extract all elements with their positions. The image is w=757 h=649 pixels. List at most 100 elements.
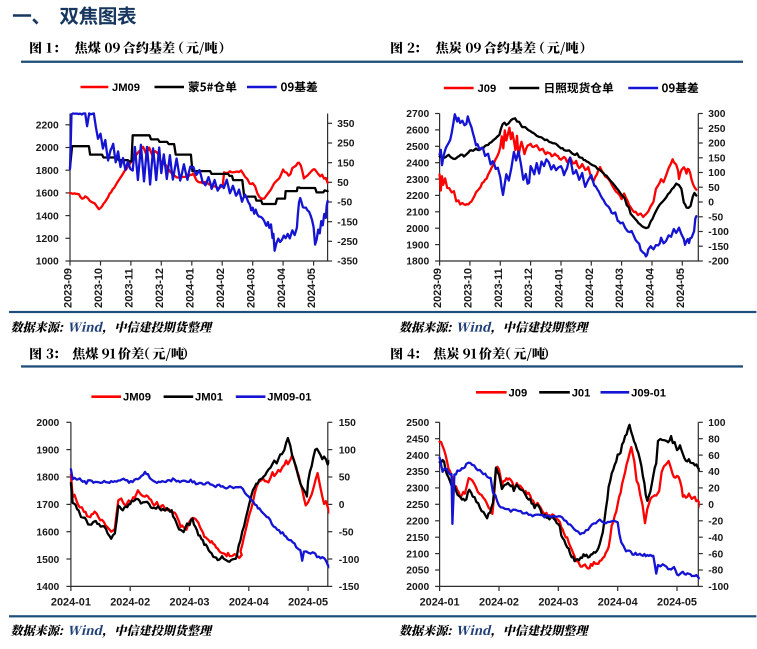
svg-text:JM09-01: JM09-01 [267, 392, 311, 404]
svg-text:1400: 1400 [36, 211, 59, 222]
svg-text:-150: -150 [708, 242, 729, 253]
svg-text:2024-05: 2024-05 [288, 596, 328, 608]
svg-text:JM01: JM01 [195, 392, 223, 404]
svg-text:1800: 1800 [36, 473, 59, 484]
svg-text:2024-03: 2024-03 [245, 268, 257, 308]
svg-text:-100: -100 [339, 555, 360, 566]
svg-text:2023-12: 2023-12 [523, 268, 535, 308]
svg-text:2024-05: 2024-05 [657, 596, 697, 608]
svg-text:50: 50 [337, 178, 349, 189]
svg-text:-80: -80 [708, 566, 723, 577]
svg-text:2024-03: 2024-03 [538, 596, 578, 608]
svg-text:2024-04: 2024-04 [229, 596, 269, 608]
svg-text:2500: 2500 [406, 142, 429, 153]
svg-text:2024-03: 2024-03 [170, 596, 210, 608]
svg-text:60: 60 [708, 451, 720, 462]
svg-text:0: 0 [708, 500, 714, 511]
svg-text:0: 0 [708, 198, 714, 209]
svg-text:1900: 1900 [36, 445, 59, 456]
svg-text:80: 80 [708, 434, 720, 445]
svg-text:-150: -150 [339, 582, 360, 593]
svg-text:2024-01: 2024-01 [554, 268, 566, 308]
svg-text:JM09: JM09 [123, 392, 151, 404]
svg-text:2600: 2600 [406, 126, 429, 137]
svg-text:300: 300 [708, 109, 725, 120]
svg-text:2024-04: 2024-04 [276, 268, 288, 308]
svg-text:2023-11: 2023-11 [493, 268, 505, 307]
svg-text:J09: J09 [478, 83, 497, 95]
svg-text:2024-02: 2024-02 [215, 268, 227, 308]
svg-text:50: 50 [339, 473, 351, 484]
svg-text:2450: 2450 [406, 434, 429, 445]
svg-text:1600: 1600 [36, 527, 59, 538]
svg-text:2300: 2300 [406, 484, 429, 495]
svg-text:2050: 2050 [406, 566, 429, 577]
svg-text:2250: 2250 [406, 500, 429, 511]
svg-text:-250: -250 [337, 237, 358, 248]
svg-text:150: 150 [339, 418, 356, 429]
svg-text:1800: 1800 [36, 166, 59, 177]
svg-text:2200: 2200 [406, 517, 429, 528]
svg-text:2700: 2700 [406, 109, 429, 120]
svg-text:2024-04: 2024-04 [645, 268, 657, 308]
svg-text:-60: -60 [708, 549, 723, 560]
svg-text:0: 0 [339, 500, 345, 511]
svg-text:100: 100 [708, 418, 725, 429]
svg-text:2023-10: 2023-10 [463, 268, 475, 308]
svg-text:200: 200 [708, 139, 725, 150]
svg-text:2023-12: 2023-12 [154, 268, 166, 308]
svg-text:JM09: JM09 [112, 82, 140, 94]
svg-text:2100: 2100 [406, 208, 429, 219]
svg-text:2024-03: 2024-03 [614, 268, 626, 308]
svg-text:100: 100 [708, 168, 725, 179]
svg-text:2400: 2400 [406, 451, 429, 462]
svg-text:1200: 1200 [36, 234, 59, 245]
svg-text:2024-02: 2024-02 [479, 596, 519, 608]
svg-text:40: 40 [708, 467, 720, 478]
svg-text:100: 100 [339, 445, 356, 456]
svg-text:1400: 1400 [36, 582, 59, 593]
svg-text:-150: -150 [337, 217, 358, 228]
svg-text:J09: J09 [509, 387, 528, 399]
svg-text:1500: 1500 [36, 555, 59, 566]
svg-text:-40: -40 [708, 533, 723, 544]
svg-text:1800: 1800 [406, 257, 429, 268]
svg-text:1700: 1700 [36, 500, 59, 511]
svg-text:1600: 1600 [36, 189, 59, 200]
svg-text:-50: -50 [708, 212, 723, 223]
svg-text:2023-09: 2023-09 [432, 268, 444, 308]
svg-text:250: 250 [708, 124, 725, 135]
svg-text:2150: 2150 [406, 533, 429, 544]
svg-text:1000: 1000 [36, 257, 59, 268]
svg-text:2024-04: 2024-04 [598, 596, 638, 608]
svg-text:2023-11: 2023-11 [124, 268, 136, 307]
svg-text:2000: 2000 [36, 418, 59, 429]
svg-text:2024-02: 2024-02 [110, 596, 150, 608]
svg-text:2024-01: 2024-01 [51, 596, 91, 608]
svg-text:250: 250 [337, 139, 354, 150]
svg-text:2400: 2400 [406, 158, 429, 169]
svg-text:2350: 2350 [406, 467, 429, 478]
svg-text:-20: -20 [708, 517, 723, 528]
svg-text:2200: 2200 [36, 121, 59, 132]
svg-text:150: 150 [708, 153, 725, 164]
svg-text:2200: 2200 [406, 191, 429, 202]
svg-text:350: 350 [337, 119, 354, 130]
svg-text:2500: 2500 [406, 418, 429, 429]
svg-text:J01: J01 [572, 387, 591, 399]
svg-text:2024-01: 2024-01 [420, 596, 460, 608]
svg-text:2024-01: 2024-01 [184, 268, 196, 308]
svg-text:2100: 2100 [406, 549, 429, 560]
svg-text:-100: -100 [708, 227, 729, 238]
svg-text:-200: -200 [708, 257, 729, 268]
svg-text:2000: 2000 [36, 143, 59, 154]
svg-text:50: 50 [708, 183, 720, 194]
svg-text:-50: -50 [339, 527, 354, 538]
svg-text:2024-05: 2024-05 [306, 268, 318, 308]
svg-text:-50: -50 [337, 198, 352, 209]
svg-text:2024-02: 2024-02 [584, 268, 596, 308]
svg-text:2024-05: 2024-05 [675, 268, 687, 308]
svg-text:2023-10: 2023-10 [93, 268, 105, 308]
svg-text:20: 20 [708, 484, 720, 495]
svg-text:2023-09: 2023-09 [63, 268, 75, 308]
